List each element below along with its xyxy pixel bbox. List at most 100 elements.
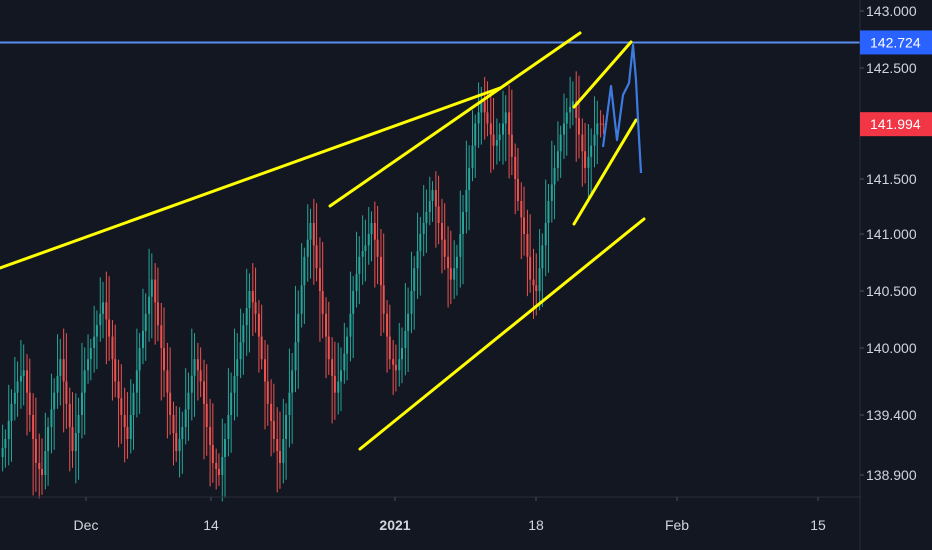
candle-up — [1, 448, 4, 457]
time-axis[interactable]: Dec 14 2021 18 Feb 15 — [0, 496, 860, 533]
candle-down — [215, 463, 218, 469]
candle-down — [392, 359, 395, 365]
candle-up — [288, 392, 291, 415]
candle-up — [422, 223, 425, 234]
candle-up — [401, 348, 404, 360]
candle-down — [434, 190, 437, 207]
candle-up — [242, 325, 245, 343]
candle-up — [547, 201, 550, 223]
candle-up — [364, 245, 367, 252]
candle-up — [245, 308, 248, 326]
candle-up — [19, 375, 22, 382]
candle-up — [224, 439, 227, 457]
candle-down — [196, 359, 199, 371]
candle-up — [102, 302, 105, 314]
candle-down — [325, 313, 328, 337]
candle-up — [187, 392, 190, 410]
candle-up — [471, 145, 474, 168]
candle-up — [294, 342, 297, 371]
candle-down — [584, 151, 587, 168]
candle-up — [544, 223, 547, 246]
candle-down — [312, 223, 315, 246]
candle-down — [260, 336, 263, 360]
candle-down — [117, 381, 120, 399]
upper-channel-line[interactable] — [328, 31, 582, 208]
candle-down — [199, 370, 202, 382]
candle-down — [38, 463, 41, 469]
lower-channel-line[interactable] — [358, 217, 646, 451]
candle-up — [138, 348, 141, 371]
candle-up — [550, 184, 553, 201]
candle-up — [480, 101, 483, 113]
time-tick-label: 2021 — [379, 517, 410, 533]
candle-down — [602, 123, 605, 125]
candle-up — [303, 256, 306, 286]
candle-down — [376, 239, 379, 257]
candle-up — [178, 439, 181, 451]
candle-down — [437, 206, 440, 223]
candle-up — [306, 239, 309, 257]
price-axis[interactable]: 143.000 142.500 141.500 141.000 140.500 140.0… — [859, 0, 917, 550]
candle-down — [492, 134, 495, 146]
candle-down — [114, 359, 117, 382]
candle-down — [599, 123, 602, 125]
candle-up — [50, 409, 53, 427]
candle-up — [404, 330, 407, 348]
candle-down — [65, 381, 68, 404]
candle-up — [99, 313, 102, 326]
candle-down — [331, 359, 334, 376]
candle-up — [236, 359, 239, 376]
candle-down — [575, 101, 578, 118]
candle-down — [156, 302, 159, 326]
time-tick-label: 14 — [203, 517, 219, 533]
candle-up — [459, 234, 462, 257]
candle-up — [349, 313, 352, 337]
candle-up — [339, 370, 342, 382]
candle-down — [508, 112, 511, 135]
resistance-level-tag — [860, 30, 932, 55]
candle-up — [87, 359, 90, 371]
candle-down — [577, 117, 580, 135]
candle-down — [581, 134, 584, 152]
candle-up — [416, 251, 419, 269]
candle-up — [53, 392, 56, 410]
price-tick-label: 139.400 — [866, 407, 917, 423]
candle-up — [227, 415, 230, 439]
candle-up — [59, 359, 62, 376]
candle-up — [559, 134, 562, 152]
candle-up — [83, 370, 86, 393]
candle-up — [148, 296, 151, 314]
candle-down — [160, 325, 163, 348]
projected-path[interactable] — [601, 43, 643, 174]
candle-down — [388, 336, 391, 360]
candle-down — [321, 291, 324, 314]
candle-up — [233, 375, 236, 393]
candle-up — [184, 409, 187, 427]
candle-down — [486, 112, 489, 124]
candle-up — [477, 112, 480, 124]
candle-down — [32, 415, 35, 439]
long-trendline[interactable] — [0, 86, 502, 270]
candle-up — [129, 415, 132, 439]
drawings-layer — [0, 31, 860, 451]
candle-down — [111, 336, 114, 360]
last-price-tag — [860, 112, 932, 137]
wedge-upper-line[interactable] — [572, 40, 633, 109]
candle-down — [449, 268, 452, 280]
candle-up — [455, 256, 458, 269]
candle-up — [352, 291, 355, 314]
candle-up — [468, 167, 471, 190]
wedge-lower-line[interactable] — [572, 118, 638, 226]
candle-up — [44, 451, 47, 475]
candle-up — [498, 134, 501, 141]
time-tick-label: 15 — [810, 517, 826, 533]
candle-down — [532, 279, 535, 286]
candle-down — [394, 364, 397, 371]
candle-down — [440, 223, 443, 240]
candle-up — [74, 433, 77, 451]
candle-down — [520, 201, 523, 218]
candle-up — [282, 439, 285, 463]
